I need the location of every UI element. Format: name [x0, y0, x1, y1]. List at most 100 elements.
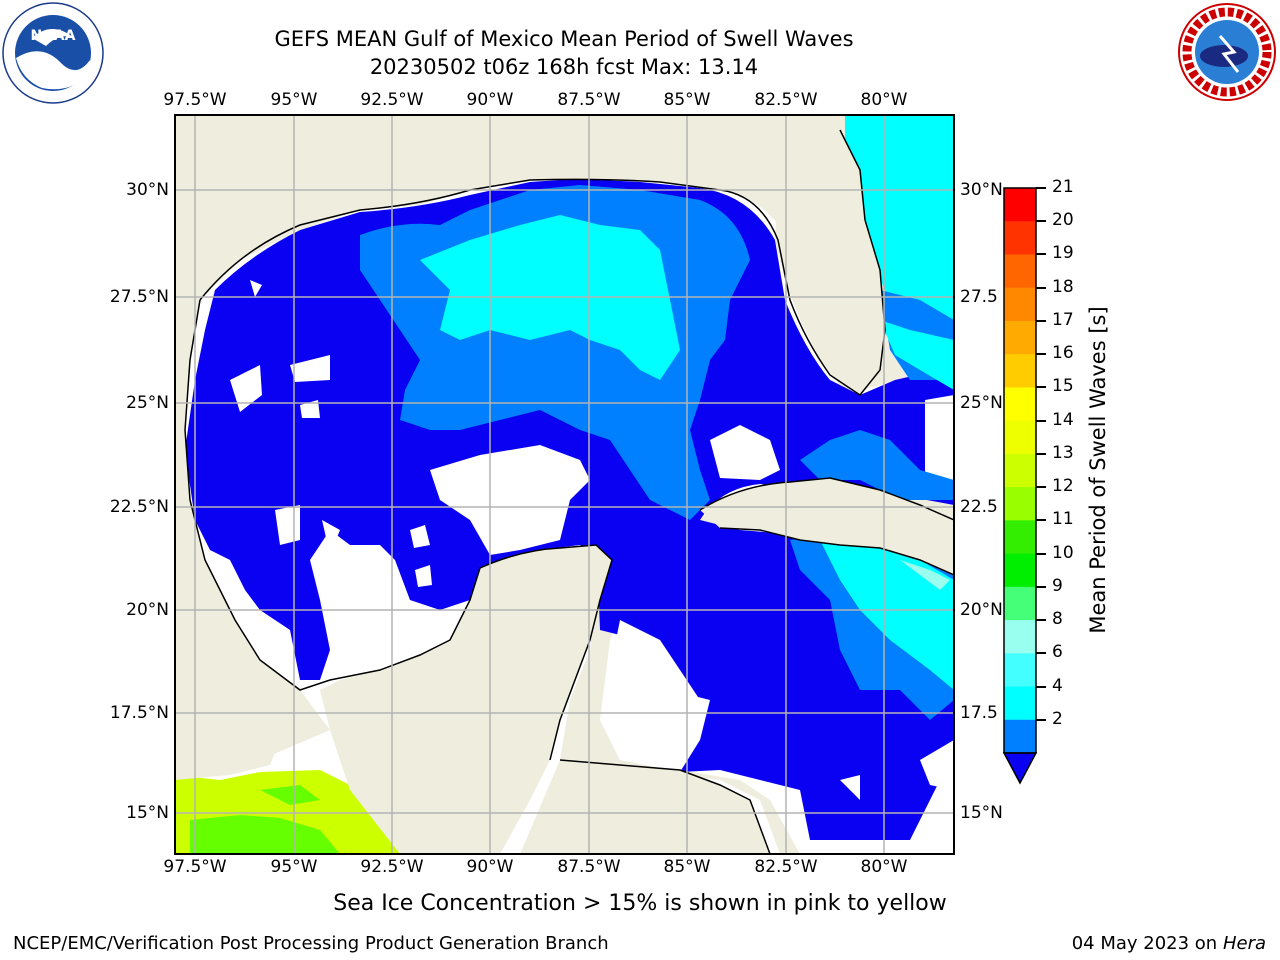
- swell-band-11-12: [190, 815, 340, 854]
- colorbar-segment: [1004, 586, 1036, 621]
- colorbar-tick-label: 14: [1052, 409, 1074, 430]
- colorbar-segment: [1004, 188, 1036, 222]
- colorbar-tick-label: 20: [1052, 210, 1074, 231]
- lat-label-right: 15°N: [960, 803, 1003, 823]
- colorbar-segment: [1004, 487, 1036, 521]
- colorbar-tick-mark: [1036, 718, 1046, 721]
- colorbar-segment: [1004, 686, 1036, 721]
- yucatan-land: [320, 545, 612, 854]
- lon-label-bottom: 82.5°W: [754, 857, 818, 877]
- colorbar-segment: [1004, 553, 1036, 588]
- map-frame: [174, 114, 955, 855]
- lon-label-top: 87.5°W: [557, 90, 621, 110]
- lon-label-top: 95°W: [270, 90, 318, 110]
- colorbar-segment: [1004, 620, 1036, 654]
- colorbar-segment: [1004, 254, 1036, 289]
- noaa-logo-text: NOAA: [31, 28, 76, 44]
- colorbar-tick-mark: [1036, 286, 1046, 289]
- lon-label-bottom: 80°W: [860, 857, 908, 877]
- lat-label-right: 25°N: [960, 393, 1003, 413]
- lon-label-bottom: 92.5°W: [360, 857, 424, 877]
- colorbar-tick-label: 19: [1052, 243, 1074, 264]
- lon-label-top: 82.5°W: [754, 90, 818, 110]
- lat-label-left: 27.5°N: [109, 287, 169, 307]
- colorbar-tick-label: 17: [1052, 309, 1074, 330]
- colorbar-tick-label: 8: [1052, 609, 1063, 630]
- colorbar-tick-mark: [1036, 519, 1046, 522]
- swell-band-lt2: [185, 180, 954, 840]
- colorbar-tick-mark: [1036, 419, 1046, 422]
- colorbar-tick-mark: [1036, 585, 1046, 588]
- colorbar-tick-mark: [1036, 552, 1046, 555]
- lat-label-right: 27.5: [960, 287, 998, 307]
- colorbar-segment: [1004, 653, 1036, 688]
- lon-label-top: 97.5°W: [163, 90, 227, 110]
- chart-title: GEFS MEAN Gulf of Mexico Mean Period of …: [274, 27, 854, 51]
- lat-label-right: 22.5: [960, 497, 998, 517]
- colorbar-tick-mark: [1036, 619, 1046, 622]
- colorbar-tick-label: 2: [1052, 708, 1063, 729]
- florida-land: [775, 130, 885, 395]
- lon-label-bottom: 85°W: [663, 857, 711, 877]
- lon-label-top: 80°W: [860, 90, 908, 110]
- colorbar-tick-mark: [1036, 685, 1046, 688]
- colorbar-tick-label: 15: [1052, 376, 1074, 397]
- colorbar-segment: [1004, 354, 1036, 388]
- colorbar-segment: [1004, 453, 1036, 488]
- colorbar-tick-label: 12: [1052, 476, 1074, 497]
- footer-source: NCEP/EMC/Verification Post Processing Pr…: [13, 933, 609, 954]
- lat-label-left: 25°N: [126, 393, 169, 413]
- colorbar-tick-label: 18: [1052, 276, 1074, 297]
- colorbar-tick-label: 9: [1052, 575, 1063, 596]
- colorbar-tick-mark: [1036, 253, 1046, 256]
- noaa-logo: NOAA: [2, 2, 104, 104]
- colorbar-tick-label: 6: [1052, 642, 1063, 663]
- colorbar-tick-label: 21: [1052, 177, 1074, 197]
- graticule: [175, 115, 954, 854]
- colorbar-tick-mark: [1036, 220, 1046, 223]
- lat-label-left: 20°N: [126, 600, 169, 620]
- lon-label-bottom: 90°W: [466, 857, 514, 877]
- nws-logo: [1178, 3, 1276, 101]
- colorbar-tick-label: 16: [1052, 343, 1074, 364]
- colorbar-tick-mark: [1036, 319, 1046, 322]
- colorbar-segment: [1004, 320, 1036, 355]
- chart-subtitle: 20230502 t06z 168h fcst Max: 13.14: [369, 55, 759, 79]
- colorbar-tick-mark: [1036, 652, 1046, 655]
- colorbar-tick-label: 4: [1052, 675, 1063, 696]
- lat-label-left: 22.5°N: [109, 497, 169, 517]
- footer-date: 04 May 2023 on Hera: [1071, 933, 1266, 954]
- colorbar-segment: [1004, 387, 1036, 422]
- lat-label-left: 30°N: [126, 180, 169, 200]
- lon-label-top: 92.5°W: [360, 90, 424, 110]
- lat-label-right: 30°N: [960, 180, 1003, 200]
- colorbar-segment: [1004, 719, 1036, 754]
- lon-label-bottom: 97.5°W: [163, 857, 227, 877]
- colorbar-tick-mark: [1036, 353, 1046, 356]
- colorbar-tick-mark: [1036, 452, 1046, 455]
- colorbar-segment: [1004, 420, 1036, 455]
- colorbar-tick-label: 10: [1052, 542, 1074, 563]
- colorbar-extend-triangle: [1002, 752, 1038, 785]
- lon-label-bottom: 87.5°W: [557, 857, 621, 877]
- sea-ice-note: Sea Ice Concentration > 15% is shown in …: [333, 891, 947, 916]
- colorbar-segment: [1004, 221, 1036, 255]
- lat-label-right: 17.5: [960, 703, 998, 723]
- colorbar-tick-mark: [1036, 187, 1046, 189]
- lon-label-top: 85°W: [663, 90, 711, 110]
- lon-label-top: 90°W: [466, 90, 514, 110]
- lat-label-left: 17.5°N: [109, 703, 169, 723]
- atlantic-water: [845, 115, 954, 330]
- lat-label-right: 20°N: [960, 600, 1003, 620]
- colorbar-segment: [1004, 287, 1036, 322]
- central-america-land: [520, 760, 770, 854]
- colorbar-tick-label: 11: [1052, 509, 1074, 530]
- colorbar: [1002, 187, 1038, 785]
- lat-label-left: 15°N: [126, 803, 169, 823]
- colorbar-tick-mark: [1036, 486, 1046, 489]
- colorbar-segment: [1004, 520, 1036, 555]
- lon-label-bottom: 95°W: [270, 857, 318, 877]
- footer-host: Hera: [1222, 933, 1266, 954]
- colorbar-tick-label: 13: [1052, 442, 1074, 463]
